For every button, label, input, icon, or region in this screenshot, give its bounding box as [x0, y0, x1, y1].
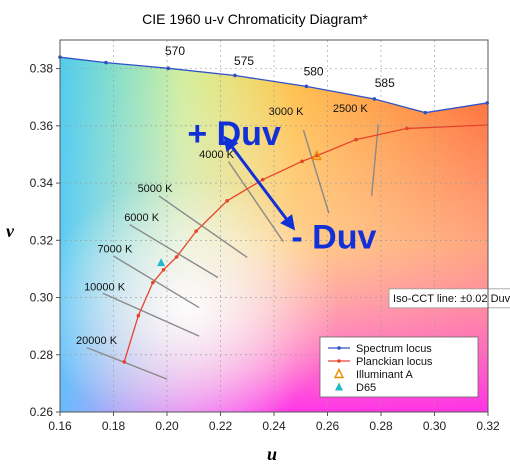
series-point-1 — [300, 159, 304, 164]
iso-cct-note: Iso-CCT line: ±0.02 Duv — [393, 293, 510, 305]
series-point-1 — [122, 360, 126, 364]
y-tick-label: 0.26 — [30, 405, 54, 419]
x-tick-label: 0.28 — [369, 419, 393, 433]
iso-cct-line — [102, 292, 200, 337]
minus-duv-label: - Duv — [291, 218, 376, 256]
iso-cct-label: 2500 K — [333, 103, 369, 115]
legend-label: Spectrum locus — [356, 343, 432, 355]
legend-label: D65 — [356, 382, 376, 394]
wavelength-label: 570 — [165, 44, 185, 58]
iso-cct-line — [302, 129, 330, 214]
x-tick-label: 0.18 — [102, 419, 126, 433]
chart-title: CIE 1960 u-v Chromaticity Diagram* — [142, 11, 368, 27]
annotations: + Duv - Duv Iso-CCT line: ±0.02 Duv — [187, 115, 510, 309]
series-point-1 — [354, 137, 358, 142]
series-point-0 — [104, 60, 108, 65]
y-tick-label: 0.36 — [30, 119, 54, 133]
y-tick-label: 0.28 — [30, 348, 54, 362]
legend-dot — [337, 359, 341, 363]
series-point-1 — [136, 313, 141, 318]
series-point-1 — [161, 267, 166, 272]
axes: 0.16 0.18 0.20 0.22 0.24 0.26 0.28 0.30 0.32 0.26… — [30, 39, 500, 433]
legend-triangle-open — [333, 367, 345, 379]
series-point-1 — [151, 280, 155, 285]
x-tick-label: 0.30 — [423, 419, 447, 433]
series-point-0 — [372, 97, 377, 101]
iso-cct-line — [86, 346, 168, 380]
iso-cct-line — [113, 255, 200, 309]
x-tick-label: 0.26 — [316, 419, 340, 433]
iso-cct-line — [129, 223, 219, 279]
iso-cct-line — [370, 124, 380, 197]
series-point-1 — [260, 177, 265, 182]
duv-arrow — [223, 135, 296, 231]
x-tick-label: 0.16 — [48, 419, 72, 433]
legend-label: Illuminant A — [356, 369, 414, 381]
series-line-0 — [60, 56, 488, 114]
wavelength-label: 580 — [304, 64, 324, 78]
iso-cct-label: 3000 K — [269, 106, 305, 118]
y-axis-label: v — [6, 221, 15, 241]
series-point-1 — [174, 255, 179, 259]
x-tick-label: 0.22 — [209, 419, 233, 433]
legend-label: Planckian locus — [356, 356, 433, 368]
iso-cct-label: 5000 K — [138, 183, 174, 195]
x-tick-label: 0.20 — [155, 419, 179, 433]
iso-cct-label: 7000 K — [97, 244, 133, 256]
series-point-0 — [423, 110, 428, 115]
series-point-0 — [166, 66, 171, 71]
legend-dot — [337, 346, 341, 350]
series-point-0 — [233, 73, 237, 78]
iso-cct-label: 20000 K — [76, 335, 118, 347]
series-point-1 — [194, 229, 198, 233]
iso-cct-line — [158, 195, 248, 259]
wavelength-label: 585 — [375, 76, 395, 90]
y-tick-label: 0.34 — [30, 176, 54, 190]
iso-cct-label: 6000 K — [124, 212, 160, 224]
y-tick-label: 0.32 — [30, 233, 54, 247]
series-point-0 — [304, 84, 309, 89]
illuminant-a-marker — [311, 149, 322, 161]
x-axis-label: u — [267, 444, 277, 464]
plus-duv-label: + Duv — [187, 115, 281, 153]
legend-triangle — [335, 382, 343, 391]
x-tick-label: 0.24 — [262, 419, 286, 433]
series-point-1 — [405, 126, 409, 131]
series-point-1 — [225, 199, 229, 203]
y-tick-label: 0.38 — [30, 62, 54, 76]
wavelength-label: 575 — [234, 54, 254, 68]
x-tick-label: 0.32 — [476, 419, 500, 433]
iso-cct-label: 10000 K — [84, 281, 126, 293]
d65-marker — [157, 258, 166, 267]
y-tick-label: 0.30 — [30, 291, 54, 305]
legend-box — [319, 336, 479, 398]
iso-cct-note-box — [388, 288, 510, 309]
